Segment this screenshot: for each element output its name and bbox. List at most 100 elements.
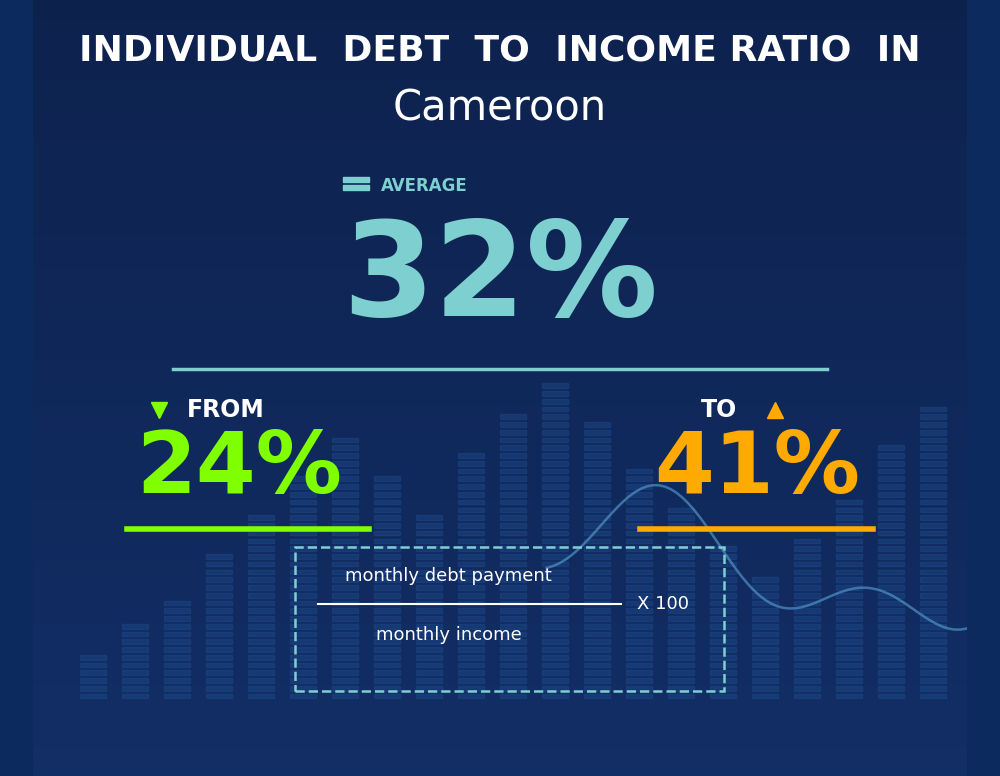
Bar [248,593,274,598]
Bar [248,655,274,660]
Bar [878,539,904,543]
Text: FROM: FROM [187,398,265,421]
Bar [836,523,862,528]
Bar [500,554,526,559]
Bar [332,461,358,466]
Bar [290,663,316,667]
Bar [542,608,568,613]
Bar [458,492,484,497]
Bar [33,233,967,248]
Bar [33,652,967,667]
Bar [332,438,358,442]
Bar [584,430,610,435]
Bar [920,624,946,629]
Bar [33,714,967,729]
Bar [878,453,904,458]
Bar [290,554,316,559]
Bar [500,484,526,489]
Bar [33,0,967,16]
Bar [458,577,484,582]
Bar [794,686,820,691]
Bar [584,453,610,458]
Bar [33,341,967,357]
Bar [332,562,358,566]
Bar [374,523,400,528]
Bar [794,670,820,675]
Bar [500,663,526,667]
Bar [668,639,694,644]
Text: Cameroon: Cameroon [393,88,607,130]
Bar [626,663,652,667]
Bar [248,616,274,621]
Bar [332,554,358,559]
Text: X 100: X 100 [637,594,689,613]
Bar [374,601,400,605]
Bar [752,655,778,660]
Bar [248,670,274,675]
Bar [500,616,526,621]
Bar [836,562,862,566]
Bar [122,694,148,698]
Bar [584,632,610,636]
Bar [332,508,358,512]
Bar [878,562,904,566]
Bar [668,616,694,621]
Bar [416,585,442,590]
Bar [584,678,610,683]
Bar [290,562,316,566]
Bar [416,639,442,644]
Bar [80,663,106,667]
Bar [584,469,610,473]
Bar [584,686,610,691]
Bar [920,655,946,660]
Bar [33,667,967,683]
Bar [33,574,967,590]
Bar [343,177,369,182]
Bar [332,484,358,489]
Bar [584,647,610,652]
Bar [374,616,400,621]
Bar [500,694,526,698]
Bar [920,678,946,683]
Bar [752,686,778,691]
Bar [878,601,904,605]
Bar [542,492,568,497]
Bar [710,608,736,613]
Bar [668,562,694,566]
Bar [332,593,358,598]
Bar [416,531,442,535]
Bar [374,694,400,698]
Bar [878,694,904,698]
Bar [416,593,442,598]
Bar [206,647,232,652]
Bar [542,570,568,574]
Text: INDIVIDUAL  DEBT  TO  INCOME RATIO  IN: INDIVIDUAL DEBT TO INCOME RATIO IN [79,33,921,68]
Text: AVERAGE: AVERAGE [381,177,467,196]
Bar [836,500,862,504]
Bar [584,523,610,528]
Bar [920,438,946,442]
Bar [584,570,610,574]
Bar [33,217,967,233]
Bar [836,508,862,512]
Bar [584,562,610,566]
Bar [374,531,400,535]
Bar [836,616,862,621]
Bar [332,601,358,605]
Bar [33,621,967,636]
Bar [626,531,652,535]
Bar [878,554,904,559]
Bar [374,500,400,504]
Bar [248,577,274,582]
Bar [752,647,778,652]
Bar [920,670,946,675]
Bar [33,78,967,93]
Bar [668,593,694,598]
Bar [920,616,946,621]
Bar [164,655,190,660]
Bar [500,508,526,512]
Bar [33,481,967,497]
Bar [206,585,232,590]
Bar [500,570,526,574]
Bar [458,570,484,574]
